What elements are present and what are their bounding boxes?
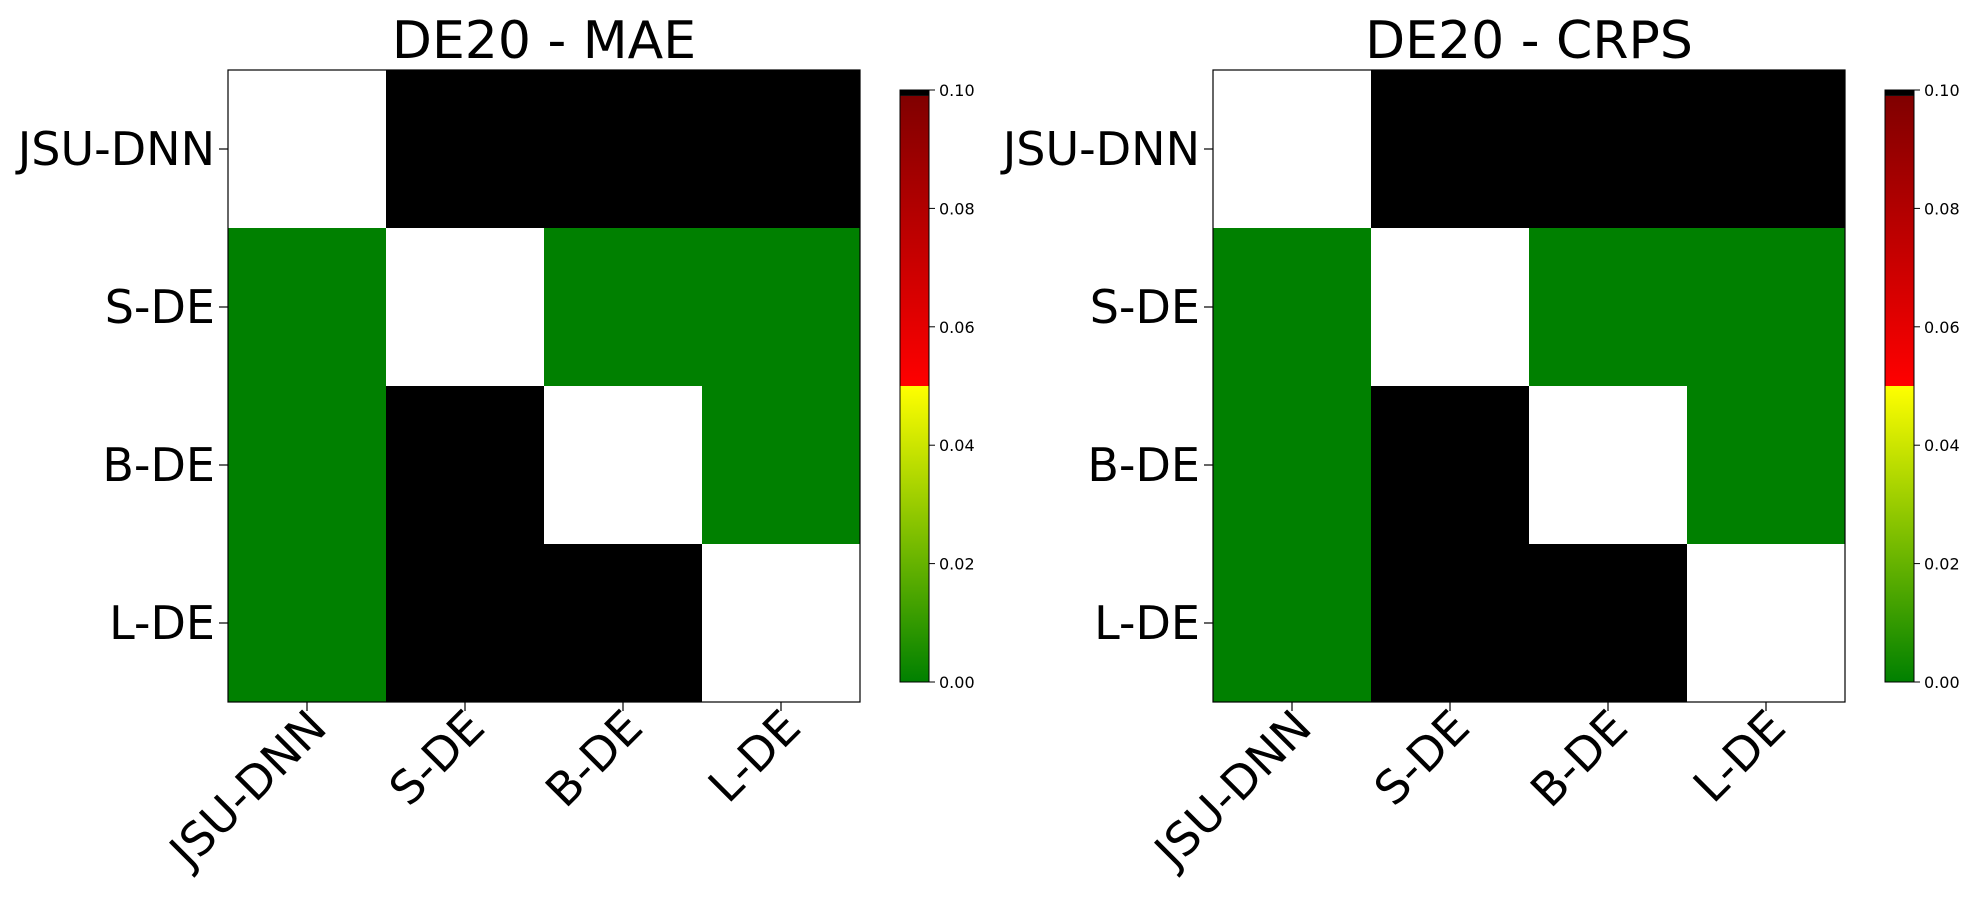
heatmap-cell-3-1 bbox=[228, 386, 387, 545]
colorbar-tick-label: 0.08 bbox=[1924, 199, 1960, 218]
colorbar-segment-top bbox=[1885, 90, 1914, 96]
x-tick-label: S-DE bbox=[379, 700, 495, 816]
heatmap-cell-4-3 bbox=[1529, 544, 1688, 703]
heatmap-cell-2-1 bbox=[1213, 228, 1372, 387]
heatmap-panel-2: DE20 - CRPS JSU-DNN S-DE B-DE L-DE JSU-DNN S-D… bbox=[1000, 11, 1960, 879]
heatmap-cell-3-1 bbox=[1213, 386, 1372, 545]
colorbar-tick-label: 0.00 bbox=[939, 673, 975, 692]
heatmap-cell-3-3 bbox=[1529, 386, 1688, 545]
colorbar-tick-label: 0.06 bbox=[939, 318, 975, 337]
heatmap-cell-3-2 bbox=[386, 386, 545, 545]
colorbar-segment-high bbox=[900, 95, 929, 387]
colorbar-frame bbox=[899, 89, 930, 683]
y-tick-label: S-DE bbox=[1090, 280, 1200, 334]
colorbar: 0.00 0.02 0.04 0.06 0.08 0.10 bbox=[899, 81, 975, 692]
x-tick-label: B-DE bbox=[1520, 700, 1638, 818]
heatmap-cell-2-2 bbox=[1371, 228, 1530, 387]
colorbar: 0.00 0.02 0.04 0.06 0.08 0.10 bbox=[1884, 81, 1960, 692]
heatmap-cell-2-1 bbox=[228, 228, 387, 387]
chart-title: DE20 - MAE bbox=[392, 11, 696, 71]
colorbar-segment-top bbox=[900, 90, 929, 96]
colorbar-tick-label: 0.06 bbox=[1924, 318, 1960, 337]
heatmap-cell-4-2 bbox=[386, 544, 545, 703]
heatmap-cell-1-4 bbox=[702, 70, 861, 229]
y-tick-label: L-DE bbox=[109, 596, 215, 650]
colorbar-tick-label: 0.08 bbox=[939, 199, 975, 218]
y-tick-label: L-DE bbox=[1094, 596, 1200, 650]
heatmap-cell-3-4 bbox=[702, 386, 861, 545]
heatmap-cell-2-3 bbox=[544, 228, 703, 387]
heatmap-cell-2-3 bbox=[1529, 228, 1688, 387]
y-tick-label: JSU-DNN bbox=[15, 122, 215, 176]
colorbar-tick-label: 0.04 bbox=[1924, 436, 1960, 455]
heatmap-cell-2-2 bbox=[386, 228, 545, 387]
plot-frame bbox=[1212, 69, 1846, 703]
heatmap-cell-1-1 bbox=[1213, 70, 1372, 229]
x-tick-label: L-DE bbox=[1683, 700, 1796, 813]
colorbar-tick-label: 0.02 bbox=[939, 555, 975, 574]
heatmap-cell-2-4 bbox=[702, 228, 861, 387]
y-tick-label: B-DE bbox=[1087, 438, 1200, 492]
chart-title: DE20 - CRPS bbox=[1365, 11, 1693, 71]
colorbar-tick-label: 0.04 bbox=[939, 436, 975, 455]
heatmap-cell-3-4 bbox=[1687, 386, 1846, 545]
y-tick-label: S-DE bbox=[105, 280, 215, 334]
heatmap-cell-4-3 bbox=[544, 544, 703, 703]
colorbar-tick-label: 0.10 bbox=[1924, 81, 1960, 100]
colorbar-segment-low bbox=[900, 386, 929, 682]
heatmap-cell-4-2 bbox=[1371, 544, 1530, 703]
heatmap-cell-4-4 bbox=[702, 544, 861, 703]
colorbar-segment-high bbox=[1885, 95, 1914, 387]
y-tick-label: JSU-DNN bbox=[1000, 122, 1200, 176]
heatmap-cell-3-3 bbox=[544, 386, 703, 545]
heatmap-cell-1-1 bbox=[228, 70, 387, 229]
x-tick-label: B-DE bbox=[535, 700, 653, 818]
heatmap-cell-1-3 bbox=[1529, 70, 1688, 229]
heatmap-cell-2-4 bbox=[1687, 228, 1846, 387]
heatmap-cell-3-2 bbox=[1371, 386, 1530, 545]
heatmap-cell-1-4 bbox=[1687, 70, 1846, 229]
x-tick-label: S-DE bbox=[1364, 700, 1480, 816]
colorbar-segment-low bbox=[1885, 386, 1914, 682]
colorbar-tick-label: 0.00 bbox=[1924, 673, 1960, 692]
y-tick-label: B-DE bbox=[102, 438, 215, 492]
plot-frame bbox=[227, 69, 861, 703]
heatmap-cell-4-1 bbox=[228, 544, 387, 703]
heatmap-panel-1: DE20 - MAE JSU-DNN S-DE B-DE L-DE JSU-DNN S-DE… bbox=[15, 11, 975, 879]
colorbar-tick-label: 0.02 bbox=[1924, 555, 1960, 574]
heatmap-cell-4-4 bbox=[1687, 544, 1846, 703]
heatmap-cell-1-2 bbox=[1371, 70, 1530, 229]
x-tick-label: L-DE bbox=[698, 700, 811, 813]
x-tick-label: JSU-DNN bbox=[1142, 700, 1322, 880]
x-tick-label: JSU-DNN bbox=[157, 700, 337, 880]
colorbar-tick-label: 0.10 bbox=[939, 81, 975, 100]
colorbar-frame bbox=[1884, 89, 1915, 683]
heatmap-cell-1-2 bbox=[386, 70, 545, 229]
heatmap-cell-4-1 bbox=[1213, 544, 1372, 703]
heatmap-cell-1-3 bbox=[544, 70, 703, 229]
